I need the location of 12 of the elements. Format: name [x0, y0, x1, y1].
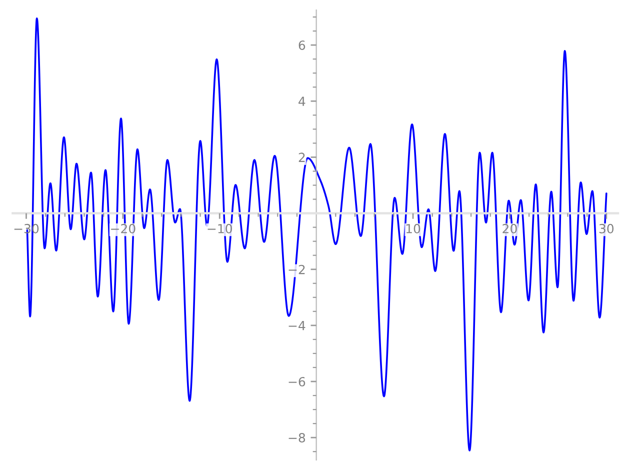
x-tick-label: 10 [406, 224, 420, 234]
x-tick-label: −10 [208, 224, 232, 234]
y-tick-label: −8 [288, 433, 306, 442]
y-tick-label: 2 [298, 152, 305, 162]
y-tick-label: −2 [288, 264, 305, 274]
x-tick-label: 30 [599, 224, 614, 234]
y-tick-label: −6 [288, 376, 306, 386]
y-tick-label: 6 [298, 40, 306, 50]
x-tick-label: −20 [111, 224, 136, 234]
y-tick-label: 4 [298, 96, 306, 106]
y-tick-label: −4 [288, 321, 306, 330]
x-tick-label: 20 [502, 224, 517, 234]
